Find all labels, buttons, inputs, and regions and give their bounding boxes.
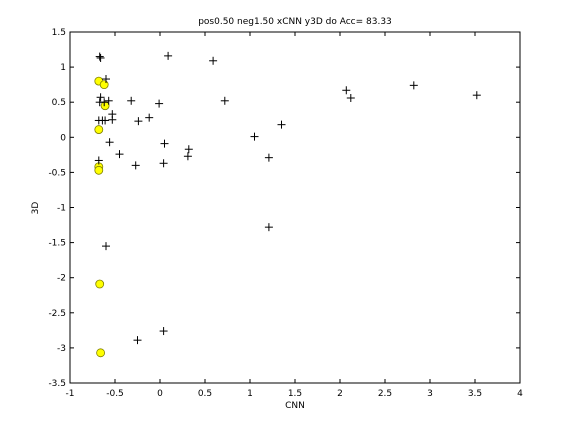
y-tick-label: 0.5: [52, 98, 66, 108]
circle-point: [94, 165, 104, 175]
y-tick-label: -2.5: [48, 309, 66, 319]
y-tick-label: -0.5: [48, 168, 66, 178]
y-tick-label: 1.5: [52, 28, 66, 38]
plus-point: [159, 159, 168, 168]
y-tick-label: -2: [57, 274, 66, 284]
x-tick-label: 4: [517, 389, 523, 399]
x-axis-title: CNN: [285, 401, 305, 411]
plus-point: [159, 327, 168, 336]
plus-point: [108, 115, 117, 124]
axis-ticks: [69, 31, 521, 384]
plus-point: [133, 336, 142, 345]
plus-point: [102, 75, 110, 84]
plus-point: [342, 86, 351, 95]
y-axis-title: 3D: [31, 202, 41, 215]
y-tick-label: -3.5: [48, 379, 66, 389]
plus-point: [94, 156, 103, 165]
plus-point: [155, 99, 164, 108]
y-tick-label: 1: [60, 63, 66, 73]
plus-point: [183, 152, 192, 161]
plus-point: [134, 117, 143, 126]
plus-point: [96, 93, 105, 102]
x-tick-label: 0: [157, 389, 163, 399]
data-points: [94, 51, 481, 358]
circle-point: [100, 101, 110, 111]
plus-point: [95, 52, 104, 61]
plus-point: [145, 113, 154, 122]
plus-point: [115, 150, 124, 159]
plus-point: [131, 161, 140, 170]
x-tick-label: 1: [247, 389, 253, 399]
circle-point: [95, 279, 105, 289]
plus-point: [472, 91, 481, 100]
plus-point: [209, 56, 218, 65]
y-tick-label: 0: [60, 133, 66, 143]
plus-point: [250, 132, 259, 141]
y-tick-label: -1: [57, 204, 66, 214]
plus-point: [94, 116, 103, 125]
plus-point: [104, 96, 113, 105]
plus-point: [96, 53, 105, 62]
plus-point: [100, 98, 109, 107]
x-tick-label: -0.5: [106, 389, 124, 399]
axis-tick-labels: -1 -0.5 0 0.5 1 1.5 2 2.5 3 3.5 4 -3.5 -3 -2.5 -2 -1.5 -…: [48, 28, 523, 399]
x-tick-label: 3: [427, 389, 433, 399]
plus-point: [277, 120, 286, 129]
plus-point: [264, 153, 273, 162]
plus-point: [264, 223, 273, 232]
x-tick-label: 2: [337, 389, 343, 399]
chart-title: pos0.50 neg1.50 xCNN y3D do Acc= 83.33: [198, 17, 392, 27]
x-tick-label: 3.5: [468, 389, 482, 399]
plus-point: [127, 96, 136, 105]
plus-point: [220, 96, 229, 105]
circle-point: [96, 348, 105, 358]
plus-point: [102, 242, 110, 251]
x-tick-label: -1: [66, 389, 75, 399]
x-tick-label: 1.5: [288, 389, 302, 399]
plus-point: [105, 138, 114, 147]
y-tick-label: -3: [57, 344, 66, 354]
plus-point: [184, 145, 193, 154]
circle-point: [99, 80, 109, 90]
plus-point: [164, 51, 173, 60]
plot-area: [69, 31, 521, 384]
circle-point: [94, 125, 104, 134]
x-tick-label: 0.5: [198, 389, 212, 399]
plus-point: [409, 81, 418, 90]
plus-point: [160, 139, 169, 148]
x-tick-label: 2.5: [378, 389, 392, 399]
y-tick-label: -1.5: [48, 239, 66, 249]
plus-point: [346, 93, 355, 102]
